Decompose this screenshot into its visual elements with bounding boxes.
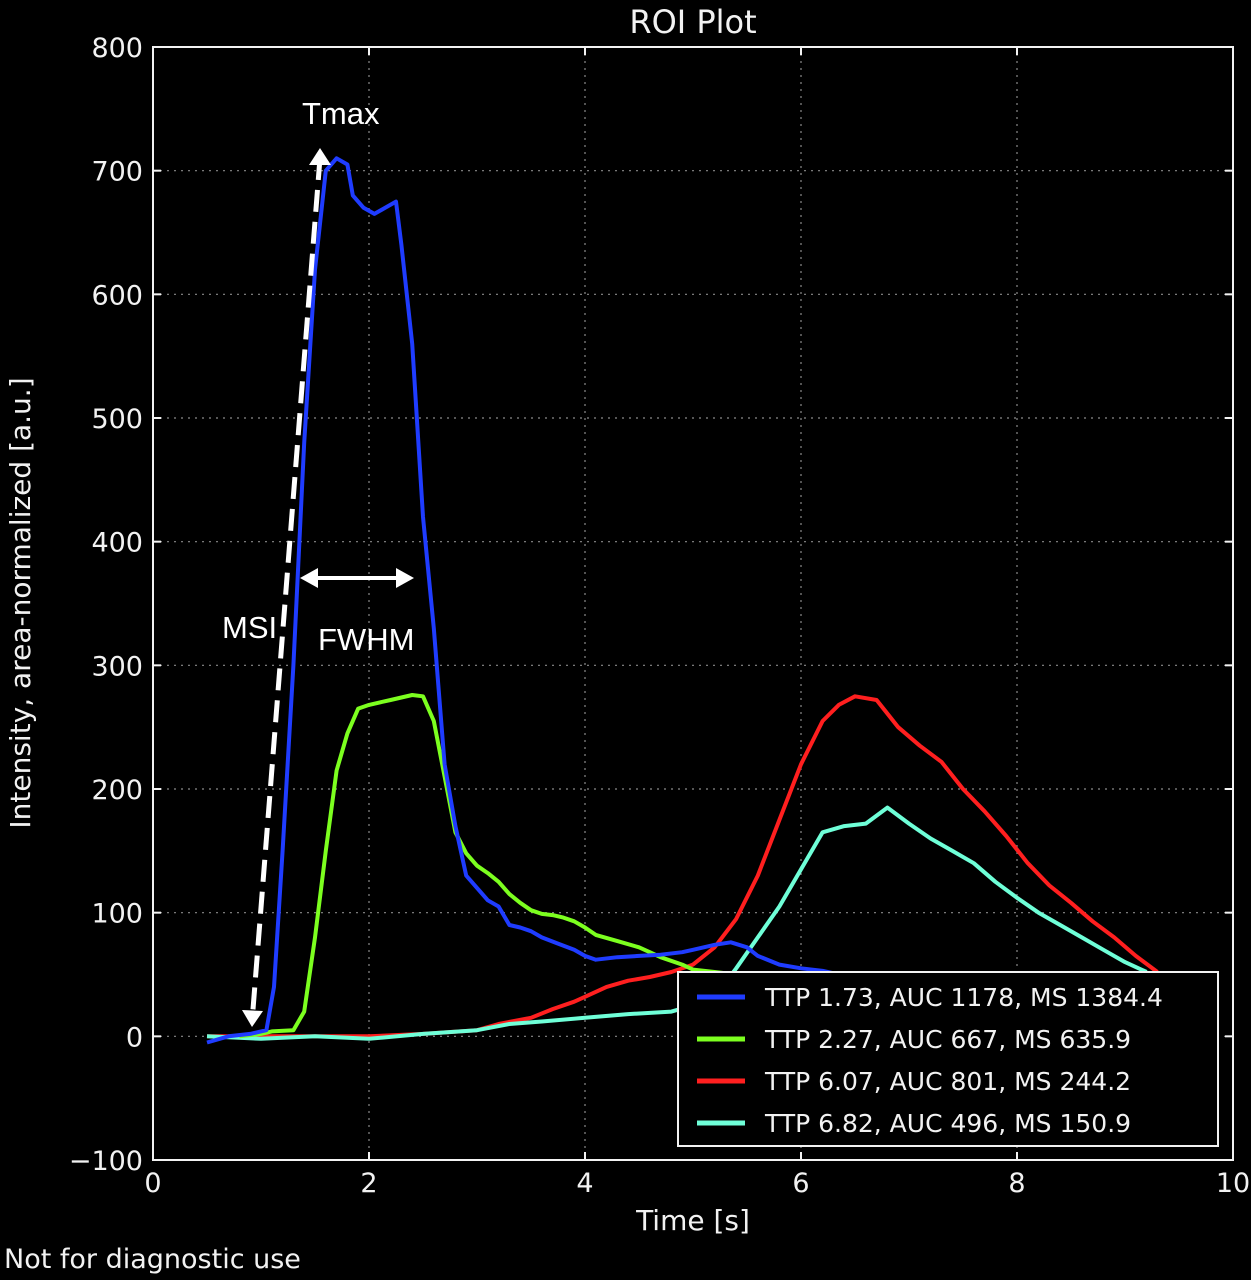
legend-label-2: TTP 2.27, AUC 667, MS 635.9 (764, 1025, 1131, 1054)
y-tick-label: 700 (91, 157, 143, 188)
y-tick-label: 800 (91, 33, 143, 64)
y-tick-label: 400 (91, 528, 143, 559)
legend: TTP 1.73, AUC 1178, MS 1384.4 TTP 2.27, A… (677, 971, 1219, 1147)
series-line-2 (239, 693, 748, 1039)
legend-box (677, 971, 1219, 1147)
legend-label-4: TTP 6.82, AUC 496, MS 150.9 (764, 1109, 1131, 1138)
legend-items: TTP 1.73, AUC 1178, MS 1384.4 TTP 2.27, A… (697, 983, 1163, 1138)
y-tick-label: 600 (91, 280, 143, 311)
x-tick-label: 10 (1216, 1168, 1250, 1199)
tmax-label: Tmax (302, 96, 380, 131)
x-tick-label: 4 (576, 1168, 593, 1199)
y-tick-label: 100 (91, 899, 143, 930)
legend-label-3: TTP 6.07, AUC 801, MS 244.2 (764, 1067, 1131, 1096)
fwhm-left-arrowhead-icon (300, 568, 318, 588)
tmax-arrowhead-icon (309, 148, 331, 165)
annotation-layer: Tmax MSI FWHM (222, 96, 414, 1027)
series-line-3 (207, 694, 1159, 1039)
chart-title: ROI Plot (629, 3, 756, 41)
x-tick-label: 8 (1008, 1168, 1025, 1199)
y-tick-label: 500 (91, 404, 143, 435)
y-tick-label: 300 (91, 651, 143, 682)
y-axis-title: Intensity, area-normalized [a.u.] (4, 377, 37, 828)
fwhm-label: FWHM (318, 622, 414, 657)
y-tick-label: −100 (69, 1146, 143, 1177)
footer-disclaimer: Not for diagnostic use (4, 1244, 301, 1275)
x-axis-title: Time [s] (635, 1204, 750, 1237)
series-line-1 (206, 156, 840, 1045)
msi-label: MSI (222, 610, 277, 645)
y-tick-label: 200 (91, 775, 143, 806)
fwhm-right-arrowhead-icon (396, 568, 414, 588)
x-tick-label: 2 (360, 1168, 377, 1199)
series-layer (206, 156, 1159, 1045)
x-tick-label: 6 (792, 1168, 809, 1199)
x-tick-label: 0 (144, 1168, 161, 1199)
plot-frame (152, 46, 1234, 1161)
y-tick-label: 0 (126, 1022, 143, 1053)
legend-label-1: TTP 1.73, AUC 1178, MS 1384.4 (764, 983, 1163, 1012)
msi-arrowhead-icon (242, 1010, 263, 1027)
msi-dashed-arrow (249, 157, 323, 1023)
series-line-4 (206, 805, 1148, 1041)
